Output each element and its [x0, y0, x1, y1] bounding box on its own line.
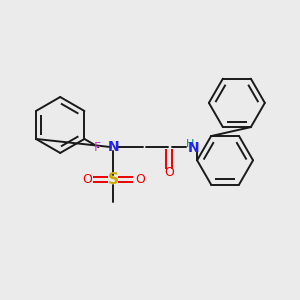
Text: S: S [108, 172, 119, 187]
Text: O: O [164, 167, 174, 179]
Text: N: N [188, 141, 200, 154]
Text: O: O [82, 173, 92, 186]
Text: O: O [135, 173, 145, 186]
Text: H: H [186, 139, 194, 148]
Text: F: F [93, 141, 100, 154]
Text: N: N [107, 140, 119, 154]
